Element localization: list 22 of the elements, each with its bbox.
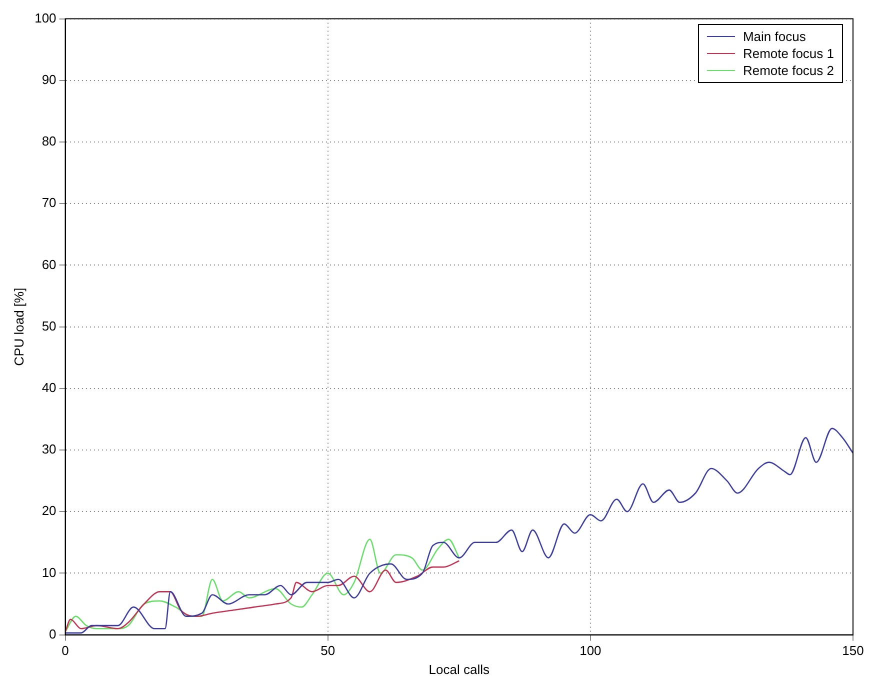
x-tick-label: 0 [62,643,69,658]
y-tick-label: 100 [34,10,56,26]
legend-label: Remote focus 1 [742,44,834,62]
line-series [65,560,460,632]
y-tick-label: 10 [42,564,56,580]
y-tick-label: 80 [42,134,56,149]
y-tick-label: 30 [42,442,56,457]
y-tick-label: 60 [42,256,56,272]
legend-label: Remote focus 2 [742,62,834,79]
y-tick-label: 70 [42,195,56,210]
x-tick-label: 100 [580,643,602,658]
y-tick-label: 90 [42,72,56,87]
y-tick-label: 20 [42,503,56,518]
x-tick-label: 150 [842,643,864,658]
y-axis-title: CPU load [%] [11,288,26,366]
y-tick-label: 50 [42,318,56,334]
x-tick-label: 50 [320,643,336,658]
line-series [65,538,460,632]
y-tick-label: 40 [42,380,56,395]
legend-label: Main focus [742,28,806,45]
y-tick-label: 0 [49,626,56,642]
x-axis-title: Local calls [428,662,490,677]
